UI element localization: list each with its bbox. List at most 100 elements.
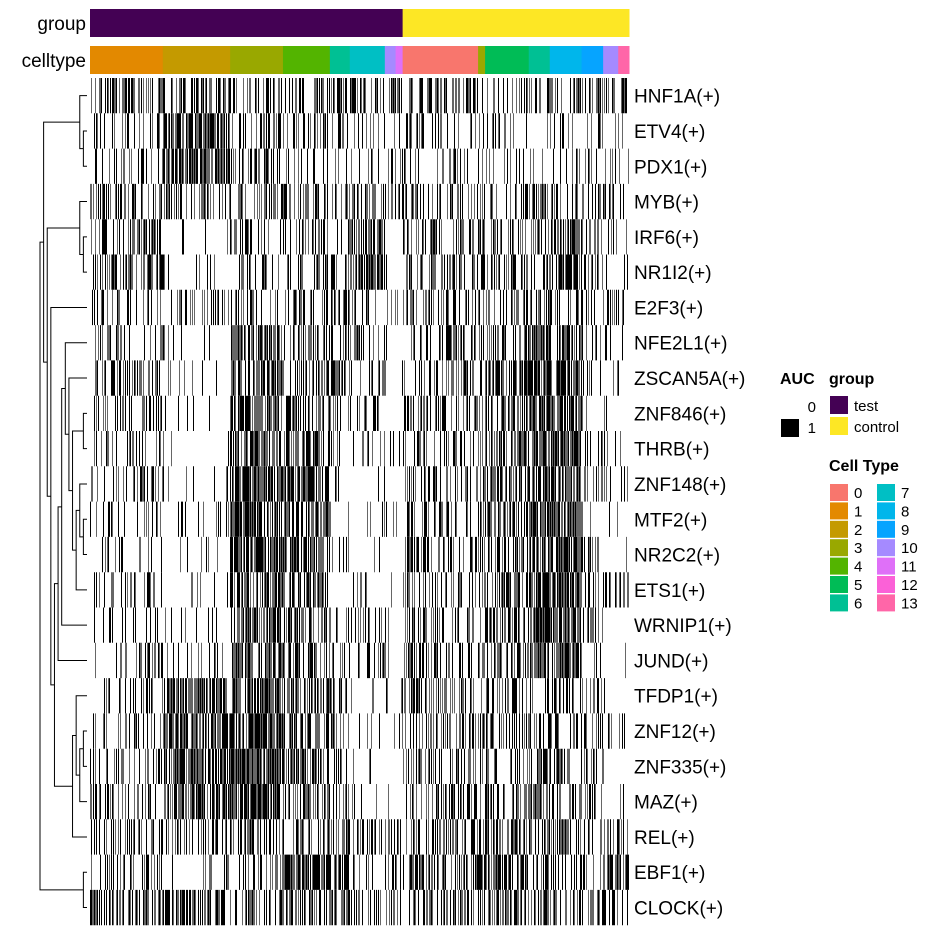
celltype-legend-label-7: 7 [901,485,909,502]
heatmap-cells [95,325,623,361]
group-legend-label-test: test [854,398,879,415]
row-label: MYB(+) [634,193,699,214]
row-labels: HNF1A(+) ETV4(+) PDX1(+) MYB(+) IRF6(+) NR1I2… [634,87,745,920]
group-legend-title: group [829,371,875,388]
celltype-legend-swatch-7 [877,484,895,501]
celltype-legend-label-4: 4 [854,559,862,576]
row-label: REL(+) [634,828,695,849]
celltype-legend-label-13: 13 [901,595,918,612]
celltype-legend-swatch-5 [830,576,848,593]
heatmap-row [94,431,621,467]
celltype-segment-4 [282,46,331,74]
celltype-legend-label-2: 2 [854,522,862,539]
heatmap-row [92,289,624,326]
row-label: JUND(+) [634,651,708,672]
group-annotation-label: group [37,14,86,35]
auc-legend-swatch-1 [781,419,799,437]
heatmap-row [95,642,626,679]
celltype-legend-swatch-3 [830,539,848,557]
heatmap-cells [95,642,626,679]
row-label: ZNF148(+) [634,475,726,496]
celltype-segment-3 [230,46,284,74]
group-segment-test [90,9,404,37]
celltype-legend-swatch-4 [830,557,848,575]
group-annotation-bar [90,9,630,37]
celltype-segment-9 [581,46,604,74]
celltype-legend-swatch-13 [877,594,895,612]
heatmap-row [94,572,629,608]
row-label: EBF1(+) [634,863,705,884]
row-label: NR2C2(+) [634,546,720,567]
heatmap-cells [104,678,605,714]
heatmap-cells [94,431,621,467]
celltype-legend-swatch-12 [877,576,895,593]
heatmap-cells [91,854,629,890]
row-label: MAZ(+) [634,793,698,814]
heatmap-row [93,713,625,749]
row-dendrogram [39,95,87,909]
celltype-legend-title: Cell Type [829,458,899,475]
celltype-legend-swatch-6 [830,594,848,612]
heatmap-cells [91,219,627,255]
heatmap-cells [94,395,607,431]
celltype-legend-label-0: 0 [854,485,862,502]
group-legend-swatch-control [830,417,848,435]
heatmap-row [91,819,628,855]
celltype-legend-label-10: 10 [901,540,918,557]
celltype-segment-6 [329,46,351,74]
heatmap-cells [90,183,624,220]
celltype-legend-label-11: 11 [901,559,917,576]
row-label: THRB(+) [634,440,709,461]
celltype-segment-10 [384,46,397,74]
heatmap-row [102,536,627,573]
heatmap-row [90,748,604,784]
heatmap-cells [90,501,618,537]
celltype-segment-0 [402,46,479,74]
celltype-legend-swatch-10 [877,539,895,557]
row-label: E2F3(+) [634,298,703,319]
heatmap-cells [92,289,624,326]
celltype-segment-11 [395,46,404,74]
heatmap-row [104,678,605,714]
row-label: ZNF335(+) [634,757,726,778]
celltype-legend-label-1: 1 [854,503,862,520]
heatmap-cells [90,889,628,926]
heatmap-row [90,784,624,820]
heatmap-row [95,325,623,361]
heatmap-row [91,466,628,502]
group-legend-swatch-test [830,396,848,414]
celltype-legend-label-5: 5 [854,577,862,594]
celltype-legend-swatch-8 [877,502,895,520]
row-label: IRF6(+) [634,228,699,249]
celltype-segment-2 [162,46,231,74]
heatmap-row [94,395,607,431]
auc-legend-swatch-0 [781,400,799,418]
heatmap-cells [94,607,603,643]
celltype-legend-label-3: 3 [854,540,862,557]
heatmap-cells [94,572,629,608]
row-label: WRNIP1(+) [634,616,732,637]
dendrogram-branches [39,95,87,909]
celltype-annotation-label: celltype [22,51,86,72]
celltype-segment-13 [618,46,630,74]
celltype-legend-swatch-2 [830,520,848,538]
heatmap-body [90,78,629,926]
row-label: CLOCK(+) [634,899,723,920]
row-label: MTF2(+) [634,510,707,531]
heatmap-row [91,219,627,255]
heatmap-row [94,113,623,149]
heatmap-row [95,148,629,184]
celltype-legend-swatch-11 [877,557,895,575]
celltype-segment-6 [528,46,551,74]
row-label: NFE2L1(+) [634,334,727,355]
celltype-segment-1 [90,46,164,74]
heatmap-cells [91,819,628,855]
row-label: NR1I2(+) [634,263,712,284]
celltype-segment-10 [603,46,619,74]
heatmap-cells [94,113,623,149]
heatmap-cells [102,536,627,573]
heatmap-cells [90,748,604,784]
heatmap-row [91,854,629,890]
